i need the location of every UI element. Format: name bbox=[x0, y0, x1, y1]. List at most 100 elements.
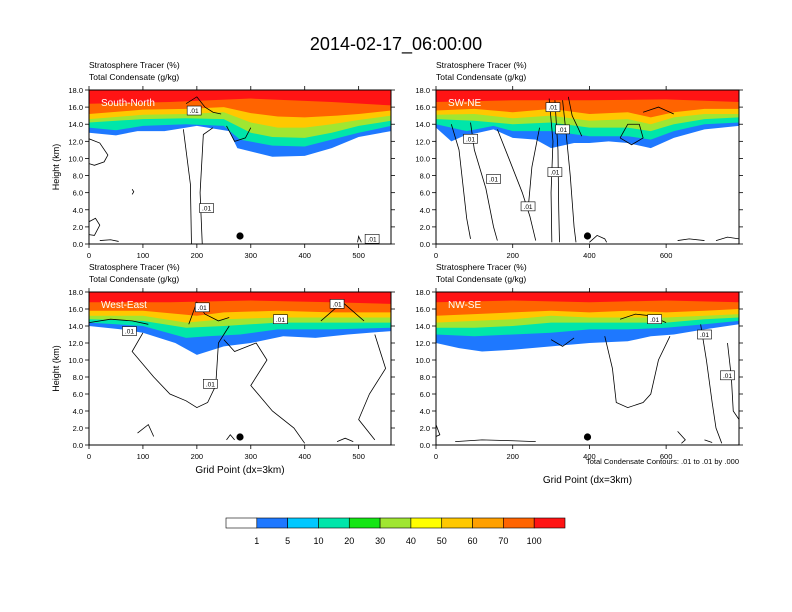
panel-sw-ne: Stratosphere Tracer (%) Total Condensate … bbox=[415, 60, 743, 260]
contour-label: .01 bbox=[198, 305, 207, 312]
condensate-contour-line bbox=[336, 437, 354, 442]
contour-label-box bbox=[647, 314, 662, 325]
contour-label-box bbox=[720, 370, 735, 381]
x-tick-label: 400 bbox=[583, 251, 596, 260]
x-tick-label: 400 bbox=[298, 251, 311, 260]
panel-title-condensate: Total Condensate (g/kg) bbox=[89, 72, 179, 82]
x-tick-label: 200 bbox=[506, 251, 519, 260]
tracer-band-100 bbox=[436, 90, 739, 102]
y-tick-label: 8.0 bbox=[73, 373, 83, 382]
contour-label: .01 bbox=[550, 170, 559, 177]
condensate-contour-line bbox=[137, 423, 155, 437]
condensate-contour-line bbox=[131, 189, 135, 195]
y-tick-label: 16.0 bbox=[68, 103, 83, 112]
condensate-contours bbox=[89, 96, 362, 244]
colorbar-swatch bbox=[533, 517, 566, 529]
y-tick-label: 12.0 bbox=[415, 339, 430, 348]
x-axis-label: Grid Point (dx=3km) bbox=[543, 475, 632, 486]
condensate-contour-line bbox=[89, 318, 149, 325]
condensate-contour-line bbox=[226, 125, 252, 142]
panel-region-label: West-East bbox=[101, 300, 147, 311]
y-tick-label: 14.0 bbox=[68, 120, 83, 129]
panel-title-tracer: Stratosphere Tracer (%) bbox=[436, 262, 527, 272]
panel-south-north: Stratosphere Tracer (%) Total Condensate … bbox=[51, 60, 395, 260]
panel-title-tracer: Stratosphere Tracer (%) bbox=[89, 262, 180, 272]
condensate-contour-line bbox=[131, 325, 230, 409]
contour-label: .01 bbox=[524, 204, 533, 211]
condensate-contour-line bbox=[562, 100, 577, 243]
contour-label-box bbox=[545, 102, 561, 112]
x-tick-label: 200 bbox=[191, 452, 204, 461]
tracer-fill-bands bbox=[436, 90, 739, 149]
location-marker bbox=[236, 433, 244, 441]
location-marker bbox=[583, 232, 592, 240]
contour-label: .01 bbox=[548, 105, 557, 112]
colorbar-label: 1 bbox=[254, 536, 259, 546]
panel-title-tracer: Stratosphere Tracer (%) bbox=[89, 60, 180, 70]
condensate-contour-line bbox=[496, 129, 537, 241]
x-tick-label: 100 bbox=[137, 251, 150, 260]
colorbar-label: 40 bbox=[406, 536, 416, 546]
colorbar-label: 20 bbox=[344, 536, 354, 546]
x-tick-label: 500 bbox=[352, 452, 365, 461]
condensate-contour-line bbox=[188, 301, 230, 325]
condensate-contour-line bbox=[700, 324, 723, 444]
condensate-contour-line bbox=[704, 439, 713, 443]
colorbar-swatch bbox=[441, 517, 473, 529]
x-axis-label: Grid Point (dx=3km) bbox=[195, 465, 284, 476]
panel-frame bbox=[88, 89, 392, 245]
contour-label: .01 bbox=[558, 127, 567, 134]
condensate-contour-line bbox=[357, 234, 362, 243]
condensate-contour-line bbox=[677, 431, 686, 444]
y-tick-label: 12.0 bbox=[68, 339, 83, 348]
y-tick-label: 0.0 bbox=[420, 240, 430, 249]
y-tick-label: 18.0 bbox=[68, 288, 83, 297]
condensate-contour-line bbox=[89, 217, 101, 236]
condensate-contour-line bbox=[185, 96, 222, 115]
y-tick-label: 18.0 bbox=[415, 86, 430, 95]
colorbar-label: 30 bbox=[375, 536, 385, 546]
y-tick-label: 8.0 bbox=[420, 172, 430, 181]
panel-west-east: Stratosphere Tracer (%) Total Condensate … bbox=[51, 262, 395, 476]
x-tick-label: 600 bbox=[660, 251, 673, 260]
tracer-fill-bands bbox=[89, 292, 391, 355]
contour-label-box bbox=[547, 167, 563, 177]
condensate-contour-line bbox=[642, 106, 674, 115]
condensate-contour-line bbox=[727, 342, 739, 420]
panel-region-label: NW-SE bbox=[448, 300, 481, 311]
y-tick-label: 0.0 bbox=[420, 441, 430, 450]
y-tick-label: 14.0 bbox=[415, 120, 430, 129]
condensate-contour-line bbox=[182, 129, 192, 244]
tracer-band-100 bbox=[89, 292, 391, 304]
x-tick-label: 0 bbox=[87, 452, 91, 461]
condensate-contour-line bbox=[358, 334, 387, 441]
y-tick-label: 18.0 bbox=[68, 86, 83, 95]
contour-label-box bbox=[199, 203, 214, 213]
panel-region-label: SW-NE bbox=[448, 98, 481, 109]
colorbar: 1 5 10 20 30 40 50 60 70 100 bbox=[225, 517, 566, 546]
y-tick-label: 16.0 bbox=[415, 305, 430, 314]
y-tick-label: 16.0 bbox=[68, 305, 83, 314]
y-tick-label: 18.0 bbox=[415, 288, 430, 297]
contour-label: .01 bbox=[723, 373, 732, 380]
panels: Stratosphere Tracer (%) Total Condensate … bbox=[51, 60, 743, 486]
x-tick-label: 300 bbox=[245, 251, 258, 260]
condensate-contour-line bbox=[677, 238, 705, 241]
y-tick-label: 0.0 bbox=[73, 441, 83, 450]
contour-label-box bbox=[273, 314, 288, 325]
condensate-contour-line bbox=[99, 239, 119, 242]
contour-label-box bbox=[203, 378, 218, 389]
condensate-contour-line bbox=[199, 127, 214, 244]
location-marker bbox=[236, 232, 244, 240]
y-tick-label: 6.0 bbox=[73, 189, 83, 198]
condensate-contour-line bbox=[567, 96, 583, 137]
condensate-contour-line bbox=[604, 336, 671, 409]
y-tick-label: 2.0 bbox=[73, 223, 83, 232]
contour-label: .01 bbox=[202, 206, 211, 213]
contour-label: .01 bbox=[190, 108, 199, 115]
y-tick-label: 14.0 bbox=[68, 322, 83, 331]
y-tick-label: 4.0 bbox=[73, 206, 83, 215]
condensate-contour-line bbox=[89, 138, 109, 166]
y-tick-label: 2.0 bbox=[73, 424, 83, 433]
x-tick-label: 400 bbox=[583, 452, 596, 461]
